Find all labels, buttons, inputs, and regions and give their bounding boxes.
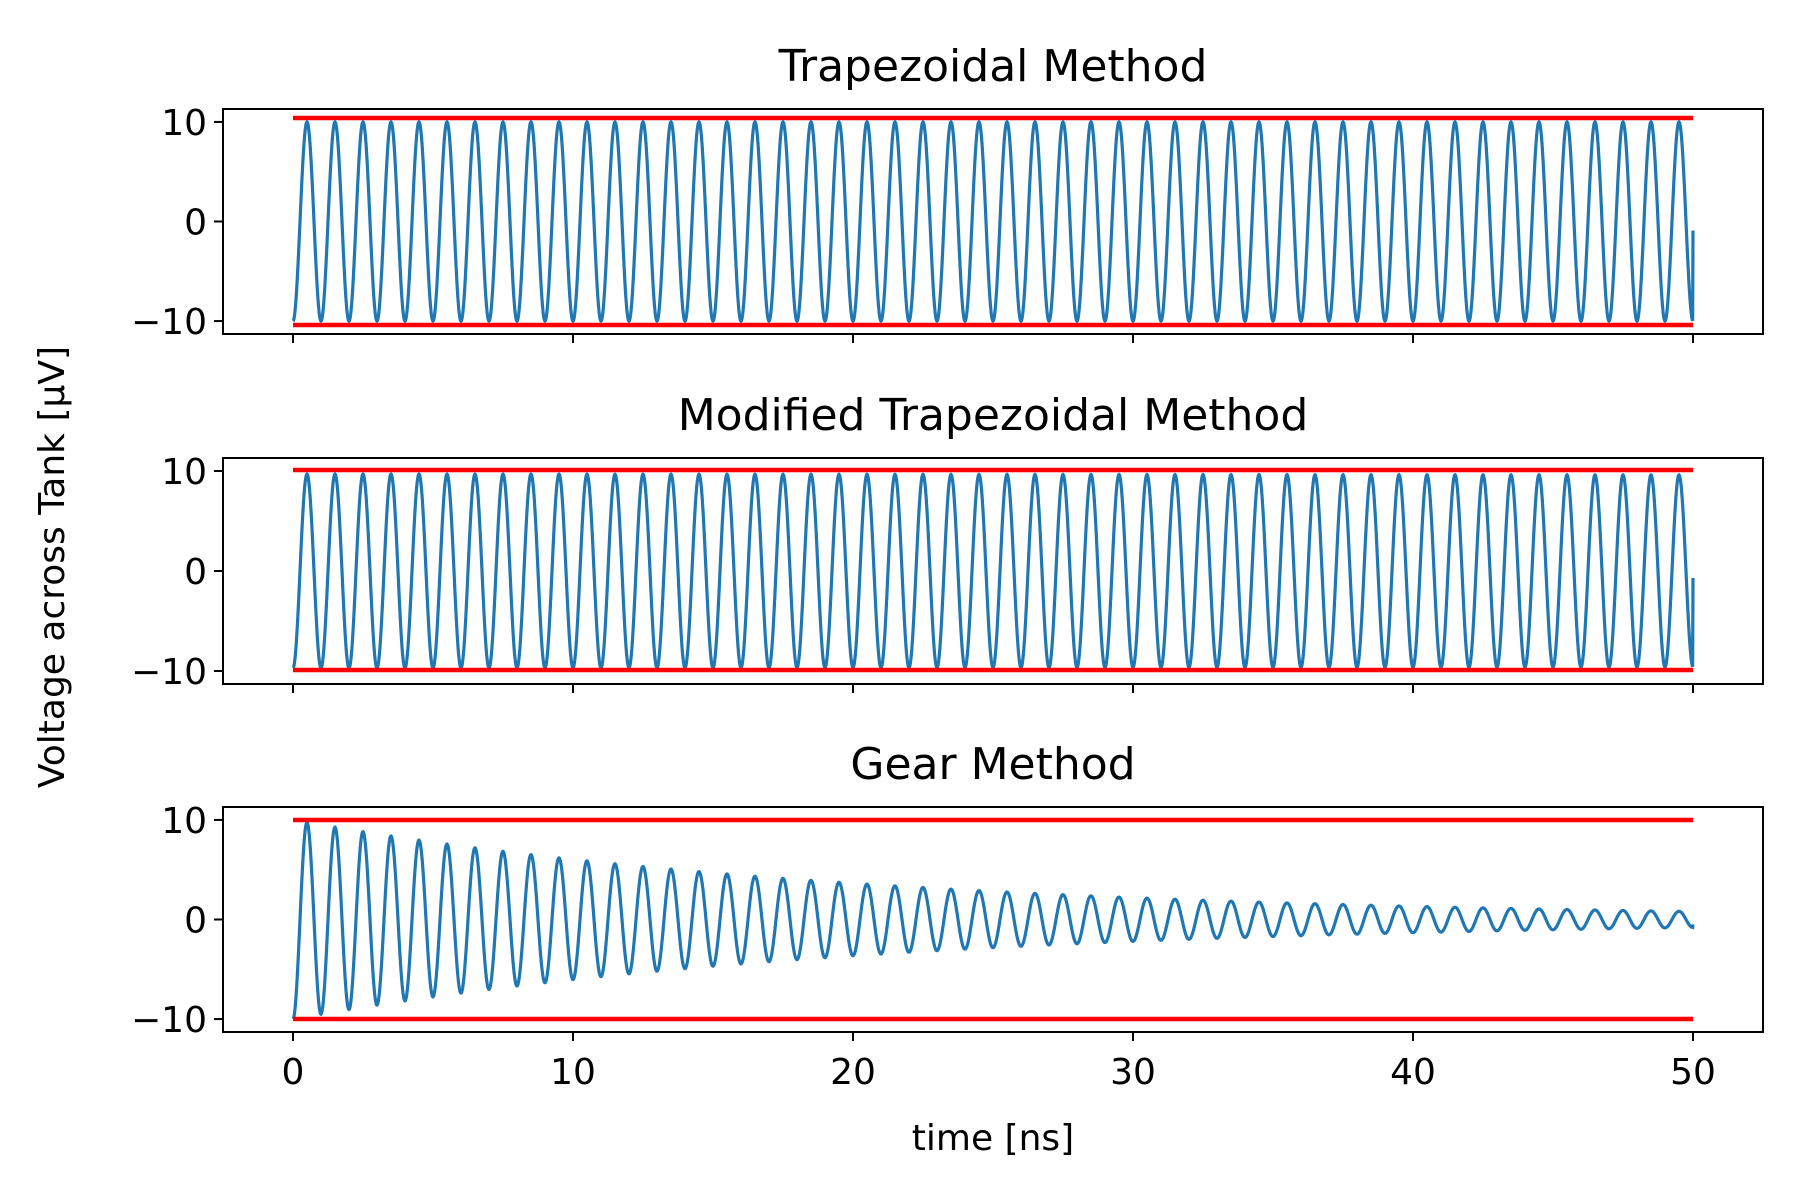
subplot-3: Gear Method 10 0 −10 0 10 20 30 40 50	[131, 739, 1764, 1093]
signal-line	[291, 471, 1695, 671]
subplot-2: Modified Trapezoidal Method 10 0 −10	[131, 390, 1764, 693]
x-tick-label: 30	[1110, 1052, 1156, 1093]
x-tick-label: 10	[550, 1052, 596, 1093]
signal-line	[291, 820, 1695, 1021]
y-tick-label: −10	[131, 652, 207, 693]
x-tick-label: 0	[282, 1052, 305, 1093]
y-tick-label: 0	[184, 552, 207, 593]
x-tick-label: 40	[1390, 1052, 1436, 1093]
y-tick-label: 10	[161, 452, 207, 493]
subplot-title: Gear Method	[850, 739, 1135, 790]
y-tick-label: −10	[131, 1000, 207, 1041]
x-tick-label: 50	[1670, 1052, 1716, 1093]
subplot-title: Trapezoidal Method	[778, 41, 1208, 92]
y-tick-label: −10	[131, 302, 207, 343]
y-tick-label: 0	[184, 203, 207, 244]
y-axis-label: Voltage across Tank [μV]	[32, 346, 73, 788]
signal-line	[291, 119, 1695, 324]
subplot-1: Trapezoidal Method 10 0 −10	[131, 41, 1764, 343]
y-tick-label: 10	[161, 103, 207, 144]
x-tick-label: 20	[830, 1052, 876, 1093]
y-tick-label: 0	[184, 901, 207, 942]
subplot-title: Modified Trapezoidal Method	[678, 390, 1309, 441]
x-axis-label: time [ns]	[912, 1118, 1074, 1159]
y-tick-label: 10	[161, 801, 207, 842]
